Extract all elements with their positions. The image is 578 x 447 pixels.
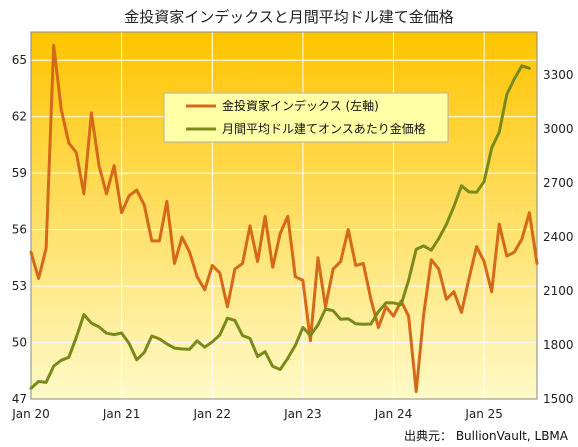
series-line-index bbox=[29, 43, 539, 393]
source-note: 出典元： BullionVault, LBMA bbox=[404, 429, 569, 443]
x-tick-label: Jan 20 bbox=[11, 407, 50, 421]
x-axis: Jan 20 Jan 21 Jan 22 Jan 23 Jan 24 Jan 25 bbox=[11, 407, 503, 421]
y-right-tick-label: 2100 bbox=[543, 284, 574, 298]
y-left-tick-label: 47 bbox=[12, 392, 27, 406]
y-left-tick-label: 65 bbox=[12, 53, 27, 67]
chart-title: 金投資家インデックスと月間平均ドル建て金価格 bbox=[124, 8, 454, 26]
y-left-tick-label: 62 bbox=[12, 110, 27, 124]
y-right-tick-label: 2700 bbox=[543, 176, 574, 190]
x-tick-label: Jan 21 bbox=[102, 407, 141, 421]
x-tick-label: Jan 25 bbox=[464, 407, 503, 421]
x-tick-label: Jan 24 bbox=[374, 407, 413, 421]
y-left-tick-label: 53 bbox=[12, 279, 27, 293]
legend: 金投資家インデックス (左軸) 月間平均ドル建てオンスあたり金価格 bbox=[163, 92, 449, 143]
y-right-tick-label: 1500 bbox=[543, 392, 574, 406]
x-tick-label: Jan 22 bbox=[192, 407, 231, 421]
y-left-tick-label: 59 bbox=[12, 166, 27, 180]
y-right-tick-label: 3000 bbox=[543, 122, 574, 136]
y-axis-left: 47 50 53 56 59 62 65 bbox=[12, 53, 27, 406]
y-axis-right: 1500 1800 2100 2400 2700 3000 3300 bbox=[543, 68, 574, 406]
y-right-tick-label: 1800 bbox=[543, 338, 574, 352]
legend-label-gold: 月間平均ドル建てオンスあたり金価格 bbox=[222, 121, 426, 136]
legend-box bbox=[163, 92, 449, 143]
y-left-tick-label: 50 bbox=[12, 336, 27, 350]
y-left-tick-label: 56 bbox=[12, 223, 27, 237]
x-tick-label: Jan 23 bbox=[283, 407, 322, 421]
series-line-gold bbox=[29, 64, 531, 390]
plot-frame bbox=[30, 31, 538, 400]
series-layer bbox=[29, 43, 539, 393]
legend-label-index: 金投資家インデックス (左軸) bbox=[222, 98, 379, 113]
y-right-tick-label: 2400 bbox=[543, 230, 574, 244]
y-right-tick-label: 3300 bbox=[543, 68, 574, 82]
plot-background bbox=[31, 32, 537, 399]
